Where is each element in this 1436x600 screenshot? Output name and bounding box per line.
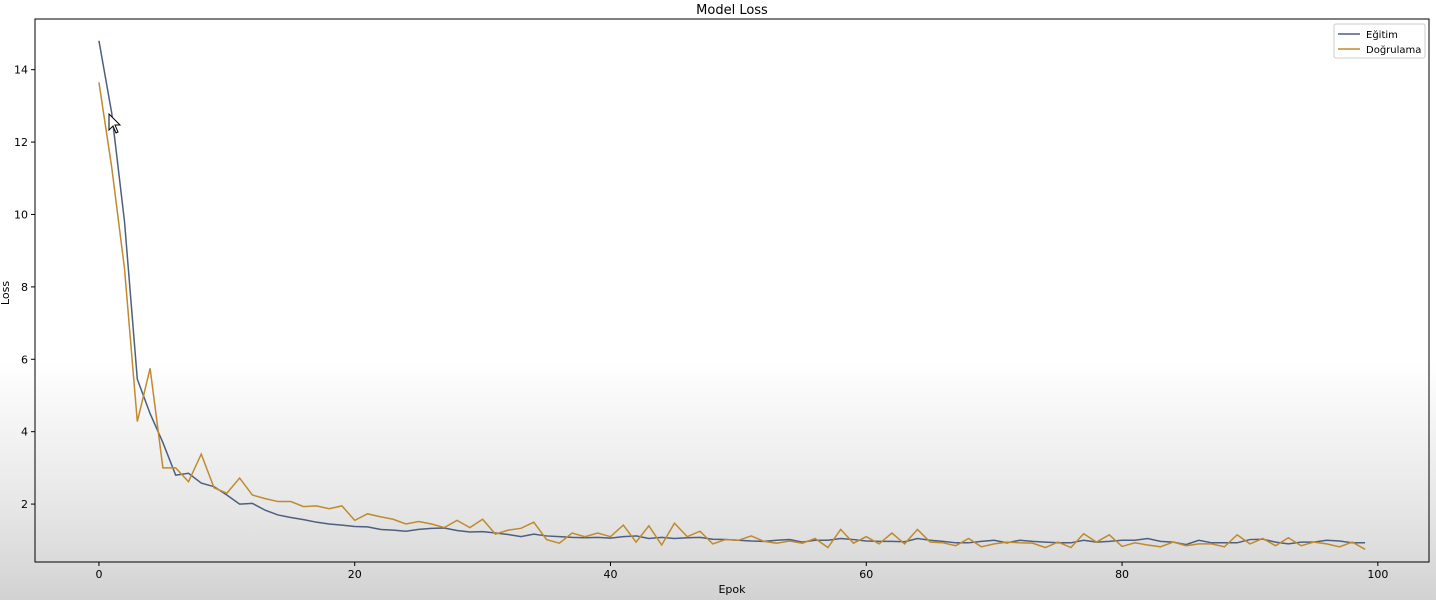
series-lines — [98, 40, 1366, 550]
legend: Eğitim Doğrulama — [1333, 23, 1426, 59]
x-tick-label: 40 — [604, 568, 618, 581]
chart-title: Model Loss — [696, 3, 768, 18]
legend-label-dogrulama: Doğrulama — [1366, 44, 1421, 56]
y-tick-label: 4 — [21, 426, 28, 439]
mouse-pointer-icon — [108, 113, 122, 134]
x-tick-label: 60 — [859, 568, 873, 581]
x-axis: 0 20 40 60 80 100 — [95, 562, 1388, 581]
y-tick-label: 12 — [14, 136, 28, 149]
y-axis: 2 4 6 8 10 12 14 — [14, 64, 35, 511]
x-tick-label: 80 — [1115, 568, 1129, 581]
x-tick-label: 100 — [1367, 568, 1388, 581]
x-axis-label: Epok — [718, 583, 746, 596]
x-tick-label: 0 — [95, 568, 102, 581]
x-tick-label: 20 — [348, 568, 362, 581]
y-tick-label: 2 — [21, 498, 28, 511]
series-line-egitim — [98, 40, 1366, 546]
series-line-dogrulama — [98, 82, 1366, 550]
y-tick-label: 6 — [21, 353, 28, 366]
y-axis-label: Loss — [0, 281, 12, 305]
y-tick-label: 10 — [14, 208, 28, 221]
legend-label-egitim: Eğitim — [1366, 29, 1398, 41]
plot-area — [34, 18, 1430, 563]
y-tick-label: 14 — [14, 64, 28, 77]
y-tick-label: 8 — [21, 281, 28, 294]
